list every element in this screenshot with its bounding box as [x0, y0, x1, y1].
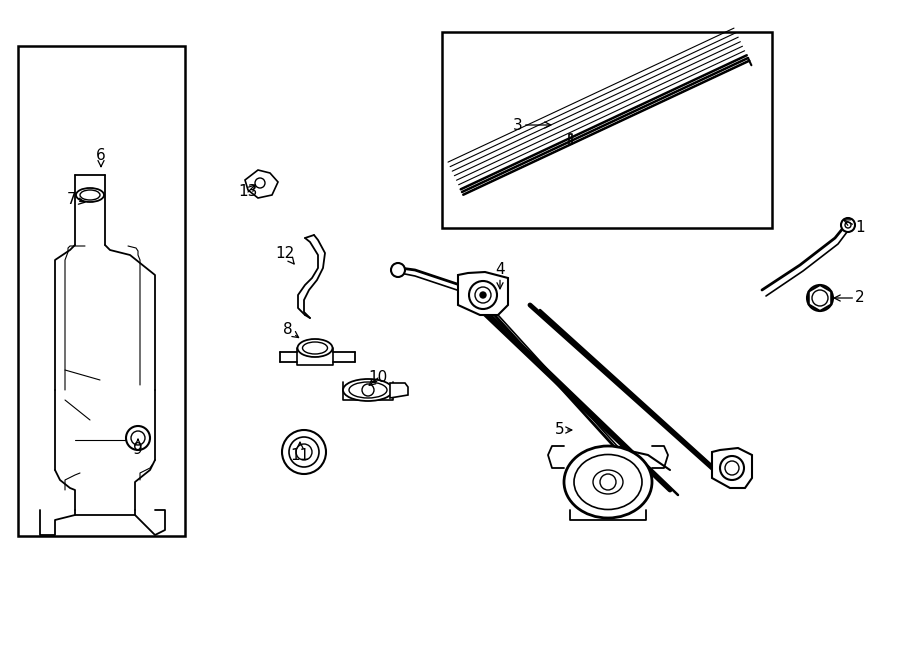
Circle shape [469, 281, 497, 309]
Text: 12: 12 [275, 245, 294, 264]
Circle shape [812, 290, 828, 306]
Polygon shape [245, 170, 278, 198]
Text: 4: 4 [495, 262, 505, 289]
Circle shape [282, 430, 326, 474]
Circle shape [600, 474, 616, 490]
Circle shape [126, 426, 150, 450]
Ellipse shape [343, 379, 393, 401]
Ellipse shape [298, 339, 332, 357]
Text: 5: 5 [555, 422, 572, 438]
Text: 10: 10 [368, 371, 388, 385]
Text: 3: 3 [513, 118, 551, 132]
Circle shape [475, 287, 491, 303]
Ellipse shape [302, 342, 328, 354]
Circle shape [480, 292, 486, 298]
Ellipse shape [76, 188, 104, 202]
Circle shape [255, 178, 265, 188]
Text: 1: 1 [843, 220, 865, 235]
Polygon shape [390, 383, 408, 398]
Circle shape [296, 444, 312, 460]
Circle shape [131, 431, 145, 445]
Circle shape [845, 222, 851, 228]
Circle shape [725, 461, 739, 475]
Bar [442, 32, 772, 228]
Ellipse shape [593, 470, 623, 494]
Ellipse shape [80, 190, 100, 200]
Text: 13: 13 [238, 184, 257, 200]
Text: 2: 2 [834, 290, 865, 305]
Circle shape [289, 437, 319, 467]
Circle shape [807, 285, 833, 311]
Circle shape [391, 263, 405, 277]
Ellipse shape [349, 382, 387, 398]
Polygon shape [712, 448, 752, 488]
Text: 6: 6 [96, 147, 106, 167]
Ellipse shape [564, 446, 652, 518]
Polygon shape [458, 272, 508, 315]
Text: 7: 7 [68, 192, 85, 208]
Bar [18, 46, 185, 536]
Text: 11: 11 [291, 442, 310, 463]
Text: 9: 9 [133, 439, 143, 457]
Circle shape [720, 456, 744, 480]
Circle shape [362, 384, 374, 396]
Text: 8: 8 [284, 323, 299, 338]
Ellipse shape [574, 455, 642, 510]
Circle shape [841, 218, 855, 232]
